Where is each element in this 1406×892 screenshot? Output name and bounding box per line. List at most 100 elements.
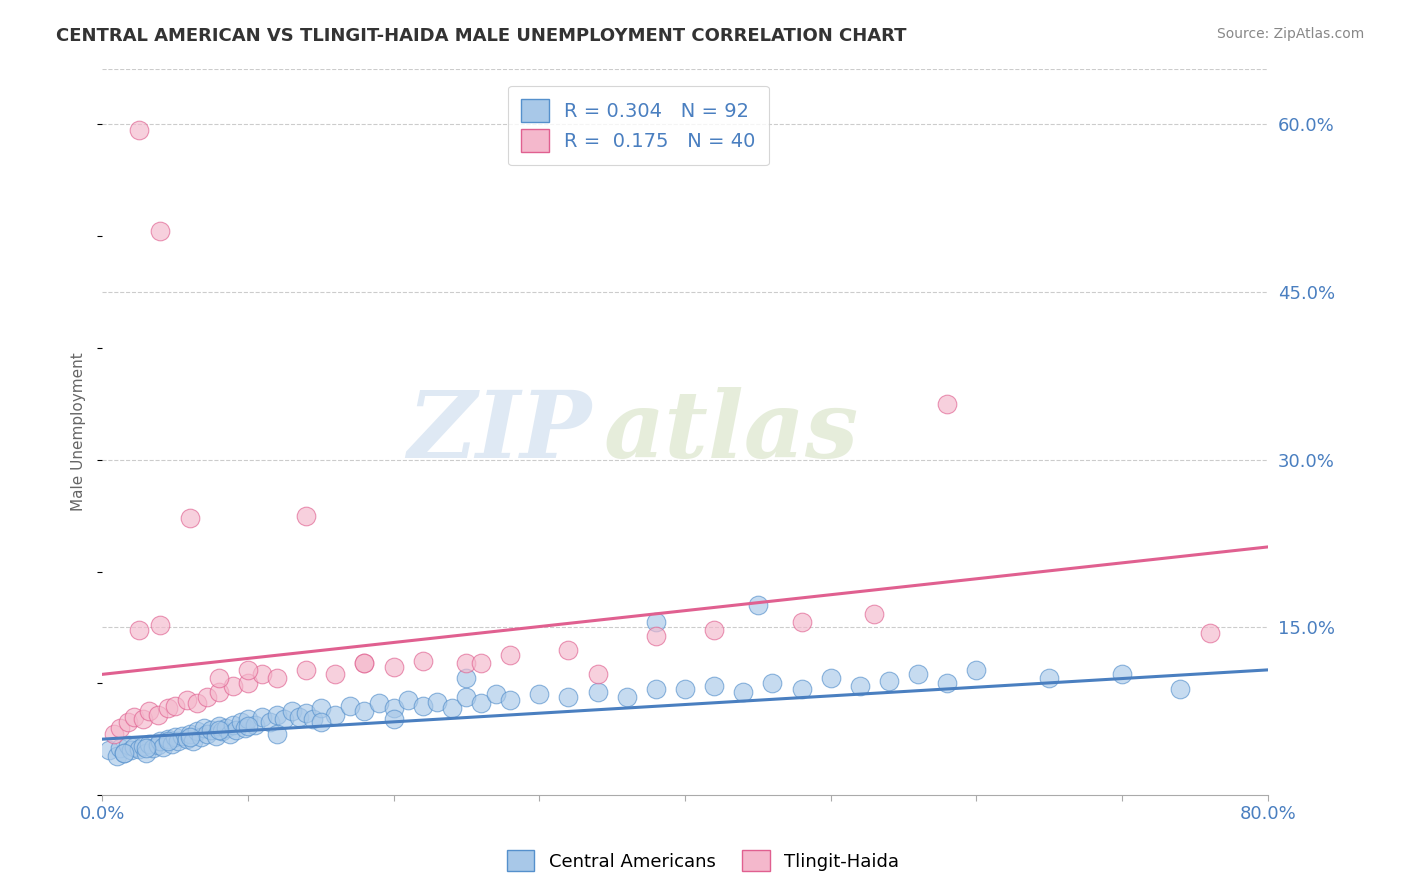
Point [222, 679, 245, 693]
Point [703, 623, 725, 637]
Point [179, 511, 201, 525]
Point [245, 717, 267, 731]
Point [907, 667, 929, 681]
Point [167, 734, 190, 748]
Point [208, 723, 231, 738]
Point [259, 715, 281, 730]
Point [966, 663, 988, 677]
Point [205, 729, 228, 743]
Point [103, 726, 125, 740]
Point [412, 698, 434, 713]
Point [236, 663, 259, 677]
Point [936, 676, 959, 690]
Point [135, 746, 157, 760]
Point [222, 717, 245, 731]
Point [790, 615, 813, 629]
Point [295, 706, 318, 721]
Point [396, 693, 419, 707]
Point [368, 697, 391, 711]
Point [273, 712, 295, 726]
Point [586, 685, 609, 699]
Point [117, 738, 139, 752]
Point [215, 721, 238, 735]
Point [211, 724, 233, 739]
Point [117, 715, 139, 730]
Point [382, 701, 405, 715]
Point [236, 712, 259, 726]
Point [105, 748, 128, 763]
Point [586, 667, 609, 681]
Point [382, 659, 405, 673]
Point [252, 667, 274, 681]
Point [229, 715, 252, 730]
Point [295, 508, 318, 523]
Text: ZIP: ZIP [408, 387, 592, 477]
Point [176, 693, 198, 707]
Point [208, 685, 231, 699]
Point [557, 642, 579, 657]
Text: atlas: atlas [603, 387, 859, 477]
Point [353, 656, 375, 670]
Point [266, 707, 288, 722]
Point [208, 719, 231, 733]
Point [156, 701, 179, 715]
Point [156, 734, 179, 748]
Point [135, 741, 157, 756]
Point [456, 671, 478, 685]
Point [645, 681, 668, 696]
Point [128, 623, 150, 637]
Point [128, 742, 150, 756]
Point [120, 743, 142, 757]
Point [339, 698, 361, 713]
Point [309, 715, 332, 730]
Point [149, 734, 172, 748]
Legend: R = 0.304   N = 92, R =  0.175   N = 40: R = 0.304 N = 92, R = 0.175 N = 40 [508, 86, 769, 165]
Point [877, 674, 900, 689]
Point [703, 679, 725, 693]
Point [138, 737, 160, 751]
Point [761, 676, 783, 690]
Point [470, 656, 492, 670]
Point [142, 741, 165, 756]
Point [456, 656, 478, 670]
Point [353, 656, 375, 670]
Point [266, 671, 288, 685]
Point [485, 688, 508, 702]
Point [747, 598, 769, 612]
Point [160, 737, 183, 751]
Point [195, 690, 218, 704]
Point [440, 701, 463, 715]
Point [456, 690, 478, 704]
Point [165, 730, 187, 744]
Text: CENTRAL AMERICAN VS TLINGIT-HAIDA MALE UNEMPLOYMENT CORRELATION CHART: CENTRAL AMERICAN VS TLINGIT-HAIDA MALE U… [56, 27, 907, 45]
Point [108, 741, 131, 756]
Point [193, 721, 215, 735]
Point [412, 654, 434, 668]
Point [190, 730, 212, 744]
Point [236, 676, 259, 690]
Point [325, 667, 347, 681]
Point [309, 701, 332, 715]
Point [382, 712, 405, 726]
Point [499, 693, 522, 707]
Point [1198, 626, 1220, 640]
Point [353, 704, 375, 718]
Point [179, 726, 201, 740]
Point [470, 697, 492, 711]
Point [645, 629, 668, 643]
Point [616, 690, 638, 704]
Point [176, 732, 198, 747]
Point [936, 397, 959, 411]
Point [849, 679, 872, 693]
Point [128, 123, 150, 137]
Text: Source: ZipAtlas.com: Source: ZipAtlas.com [1216, 27, 1364, 41]
Point [112, 746, 135, 760]
Point [236, 719, 259, 733]
Point [529, 688, 551, 702]
Point [122, 710, 145, 724]
Point [1038, 671, 1060, 685]
Point [200, 723, 222, 738]
Point [172, 729, 194, 743]
Point [499, 648, 522, 663]
Point [863, 607, 886, 621]
